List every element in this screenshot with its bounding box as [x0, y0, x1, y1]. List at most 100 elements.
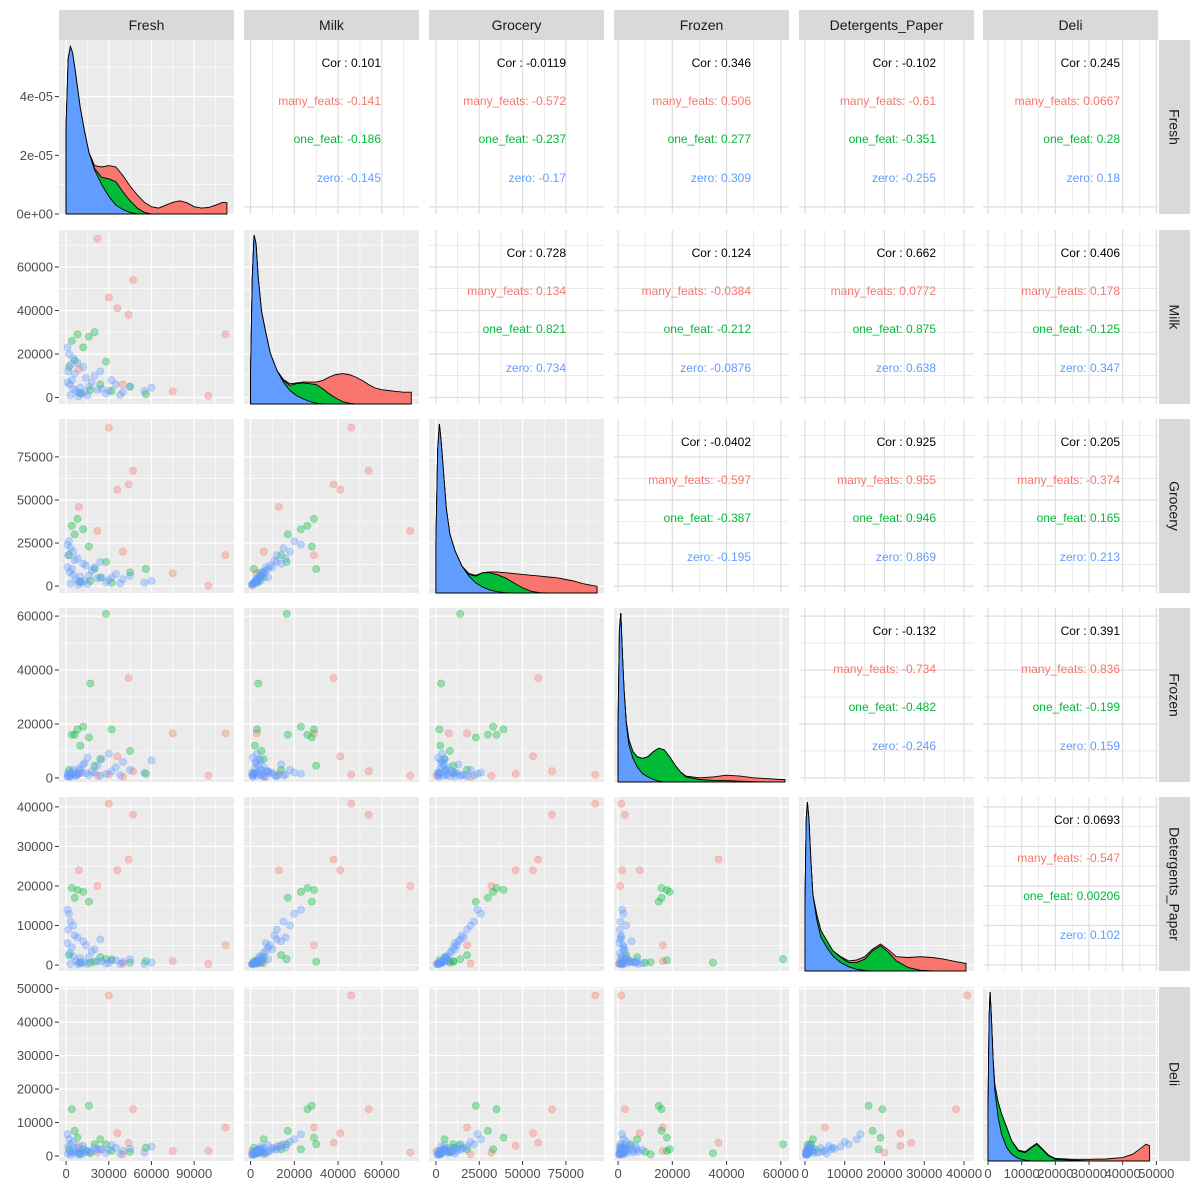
point-zero: [619, 1148, 628, 1157]
point-many-feats: [952, 1105, 960, 1113]
point-zero: [435, 960, 444, 968]
y-tick-label: 40000: [17, 1015, 53, 1030]
point-one-feat: [499, 725, 508, 734]
point-one-feat: [641, 958, 650, 967]
point-zero: [442, 1147, 451, 1155]
point-zero: [290, 768, 299, 777]
point-many-feats: [252, 569, 261, 578]
point-zero: [69, 354, 78, 363]
point-zero: [629, 958, 637, 967]
cor-zero-label: zero: 0.159: [1060, 739, 1120, 753]
point-zero: [66, 1151, 75, 1159]
point-one-feat: [312, 1140, 321, 1149]
point-one-feat: [483, 1127, 492, 1135]
point-many-feats: [591, 770, 600, 779]
point-zero: [64, 551, 73, 559]
point-zero: [256, 572, 265, 581]
point-many-feats: [104, 423, 113, 432]
point-zero: [126, 382, 135, 391]
point-one-feat: [67, 336, 76, 345]
point-one-feat: [665, 888, 674, 896]
panel-fresh-frozen: Cor : 0.346 many_feats: 0.506 one_feat: 0.…: [614, 40, 789, 214]
point-many-feats: [444, 957, 453, 965]
point-zero: [257, 1147, 266, 1155]
point-many-feats: [75, 365, 83, 374]
x-tick-label: 50000: [1138, 1166, 1174, 1181]
point-zero: [102, 389, 110, 398]
point-zero: [252, 1148, 260, 1157]
cor-one-feat-label: one_feat: -0.351: [849, 132, 937, 146]
point-zero: [140, 578, 149, 587]
cor-one-feat-label: one_feat: -0.212: [664, 322, 752, 336]
point-zero: [82, 941, 90, 950]
point-one-feat: [73, 1133, 82, 1142]
point-zero: [809, 1147, 817, 1155]
panel-grocery-fresh: [59, 419, 234, 593]
point-zero: [623, 1149, 632, 1157]
point-many-feats: [75, 502, 83, 511]
point-many-feats: [658, 1147, 667, 1155]
panel-background: [614, 608, 789, 782]
panel-milk-milk: [244, 230, 419, 405]
point-zero: [473, 905, 482, 914]
point-many-feats: [635, 866, 644, 875]
panel-milk-grocery: Cor : 0.728 many_feats: 0.134 one_feat: 0.…: [429, 230, 604, 404]
point-zero: [63, 770, 72, 778]
point-zero: [802, 1151, 811, 1159]
point-zero: [70, 931, 79, 940]
point-zero: [285, 921, 294, 930]
point-zero: [248, 960, 257, 968]
point-one-feat: [312, 958, 321, 966]
point-many-feats: [347, 423, 356, 432]
point-one-feat: [107, 956, 116, 965]
panel-milk-fresh: [59, 230, 234, 404]
cor-overall-label: Cor : 0.925: [877, 435, 937, 449]
point-zero: [247, 1150, 256, 1159]
point-many-feats: [444, 729, 453, 738]
point-one-feat: [126, 382, 135, 391]
facet-strip-fresh: [1159, 40, 1190, 214]
point-many-feats: [129, 767, 137, 776]
point-one-feat: [259, 755, 268, 763]
point-one-feat: [250, 577, 259, 586]
point-one-feat: [277, 551, 286, 559]
panel-background: [244, 40, 419, 214]
point-many-feats: [221, 1123, 230, 1132]
point-zero: [439, 761, 448, 770]
point-zero: [434, 1148, 442, 1156]
x-tick-label: 20000: [1037, 1166, 1073, 1181]
panel-milk-detergents-paper: Cor : 0.662 many_feats: 0.0772 one_feat: 0…: [799, 230, 974, 404]
point-many-feats: [616, 1147, 625, 1155]
x-tick-label: 60000: [364, 1166, 400, 1181]
point-one-feat: [312, 565, 321, 573]
density-zero-area: [617, 613, 785, 783]
cor-zero-label: zero: -0.255: [872, 171, 936, 185]
point-zero: [140, 960, 149, 968]
point-zero: [96, 367, 105, 376]
y-tick-label: 50000: [17, 981, 53, 996]
point-zero: [85, 382, 93, 391]
point-zero: [435, 1148, 444, 1157]
point-zero: [281, 770, 290, 779]
point-zero: [64, 925, 73, 934]
point-one-feat: [283, 730, 292, 739]
point-one-feat: [76, 741, 85, 750]
point-many-feats: [548, 810, 556, 819]
point-zero: [66, 544, 75, 553]
point-zero: [822, 1149, 831, 1158]
point-zero: [272, 1142, 281, 1151]
point-zero: [97, 755, 106, 763]
point-one-feat: [805, 1143, 813, 1152]
point-zero: [615, 1151, 624, 1159]
point-zero: [285, 766, 294, 774]
point-many-feats: [658, 1123, 667, 1132]
point-zero: [75, 1149, 83, 1157]
point-one-feat: [249, 957, 258, 965]
point-zero: [80, 1148, 89, 1157]
point-one-feat: [107, 578, 116, 587]
point-many-feats: [347, 991, 356, 1000]
point-zero: [442, 955, 451, 963]
point-zero: [248, 773, 257, 781]
point-one-feat: [254, 577, 263, 585]
point-zero: [290, 909, 299, 918]
